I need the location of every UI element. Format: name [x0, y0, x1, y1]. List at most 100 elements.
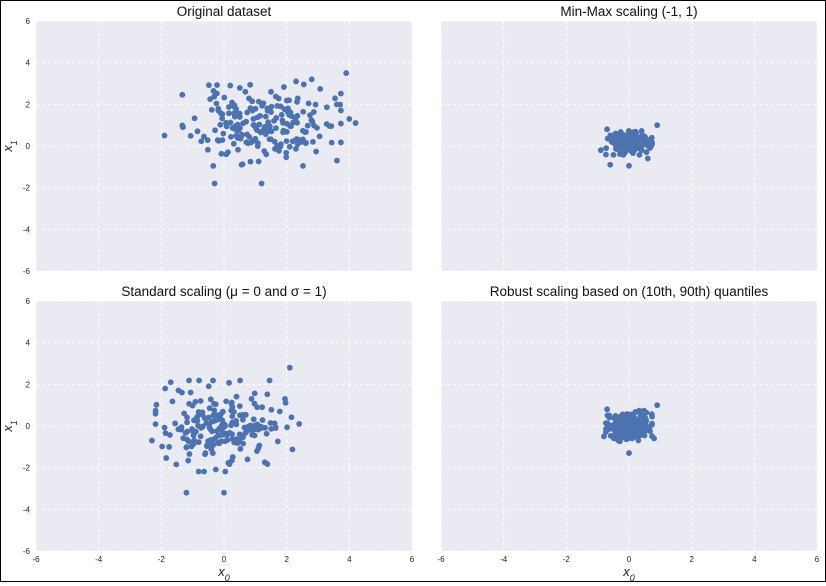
x-tick-label: 6 — [410, 555, 415, 564]
x-tick-label: 2 — [284, 555, 289, 564]
data-point — [637, 143, 644, 150]
data-point — [207, 396, 214, 403]
data-point — [308, 117, 315, 124]
data-point — [237, 135, 244, 142]
data-point — [625, 416, 632, 423]
data-point — [618, 138, 625, 145]
data-point — [203, 420, 210, 426]
data-point — [213, 100, 220, 107]
data-point — [288, 123, 294, 130]
data-point — [263, 430, 270, 437]
data-point — [180, 124, 186, 131]
y-tick-label: -2 — [23, 464, 31, 473]
data-point — [310, 109, 317, 115]
data-points — [161, 70, 359, 187]
data-point — [604, 406, 610, 413]
data-point — [226, 429, 233, 436]
data-point — [648, 421, 655, 428]
data-point — [167, 432, 173, 438]
data-point — [218, 150, 225, 157]
data-point — [238, 161, 245, 168]
data-point — [247, 158, 254, 165]
data-point — [276, 408, 283, 415]
data-point — [607, 161, 614, 168]
data-point — [639, 416, 646, 423]
data-point — [161, 132, 168, 139]
data-point — [218, 422, 225, 429]
data-point — [193, 417, 200, 424]
data-point — [209, 437, 216, 443]
data-point — [283, 154, 290, 161]
data-point — [210, 412, 217, 419]
data-point — [246, 134, 253, 140]
data-point — [636, 151, 643, 158]
data-point — [229, 413, 236, 420]
data-point — [211, 180, 218, 187]
data-point — [244, 456, 251, 463]
data-point — [604, 412, 611, 419]
y-tick-label: -6 — [23, 547, 31, 556]
data-point — [283, 97, 290, 104]
x-tick-label: -6 — [437, 555, 445, 564]
data-point — [225, 459, 232, 466]
data-point — [149, 437, 155, 444]
data-point — [223, 119, 229, 126]
data-point — [611, 432, 618, 439]
data-point — [620, 148, 627, 155]
data-point — [603, 425, 609, 432]
data-point — [216, 439, 223, 446]
data-point — [185, 457, 192, 464]
data-point — [250, 122, 257, 129]
data-point — [228, 133, 234, 140]
data-point — [273, 115, 280, 121]
data-point — [196, 377, 203, 384]
data-point — [219, 408, 226, 415]
data-point — [215, 107, 222, 114]
data-point — [183, 444, 190, 450]
data-point — [173, 461, 180, 468]
data-point — [226, 379, 232, 386]
data-point — [262, 113, 269, 120]
data-point — [615, 415, 622, 422]
data-point — [202, 415, 208, 422]
data-point — [256, 121, 263, 128]
data-point — [626, 144, 633, 151]
data-point — [254, 421, 261, 428]
data-point — [352, 120, 359, 126]
data-point — [210, 377, 216, 384]
x-axis-label: x0 — [217, 564, 230, 581]
data-point — [274, 102, 281, 109]
data-point — [249, 431, 256, 438]
data-point — [312, 101, 319, 108]
data-point — [258, 425, 265, 432]
subplot-1: Original dataset -6 -4 -2 0 2 4 6 x1 — [0, 4, 413, 276]
data-point — [638, 127, 645, 134]
data-point — [237, 377, 243, 384]
data-point — [222, 468, 229, 475]
data-point — [283, 149, 290, 156]
data-point — [332, 95, 338, 102]
data-point — [266, 136, 273, 143]
data-point — [250, 416, 257, 423]
data-point — [235, 146, 241, 153]
data-point — [294, 98, 300, 105]
data-point — [337, 90, 344, 97]
data-point — [213, 417, 220, 424]
data-point — [255, 158, 262, 165]
data-point — [606, 135, 612, 142]
data-point — [323, 104, 330, 111]
data-point — [254, 143, 261, 150]
data-point — [231, 103, 238, 110]
data-point — [247, 81, 254, 88]
data-point — [651, 435, 657, 442]
data-point — [237, 446, 244, 452]
data-point — [212, 127, 218, 134]
data-point — [280, 127, 287, 134]
data-point — [180, 435, 187, 442]
data-point — [296, 421, 303, 427]
data-point — [206, 82, 212, 89]
data-point — [615, 135, 621, 141]
data-point — [221, 94, 228, 101]
data-point — [194, 128, 201, 135]
data-point — [245, 140, 251, 147]
